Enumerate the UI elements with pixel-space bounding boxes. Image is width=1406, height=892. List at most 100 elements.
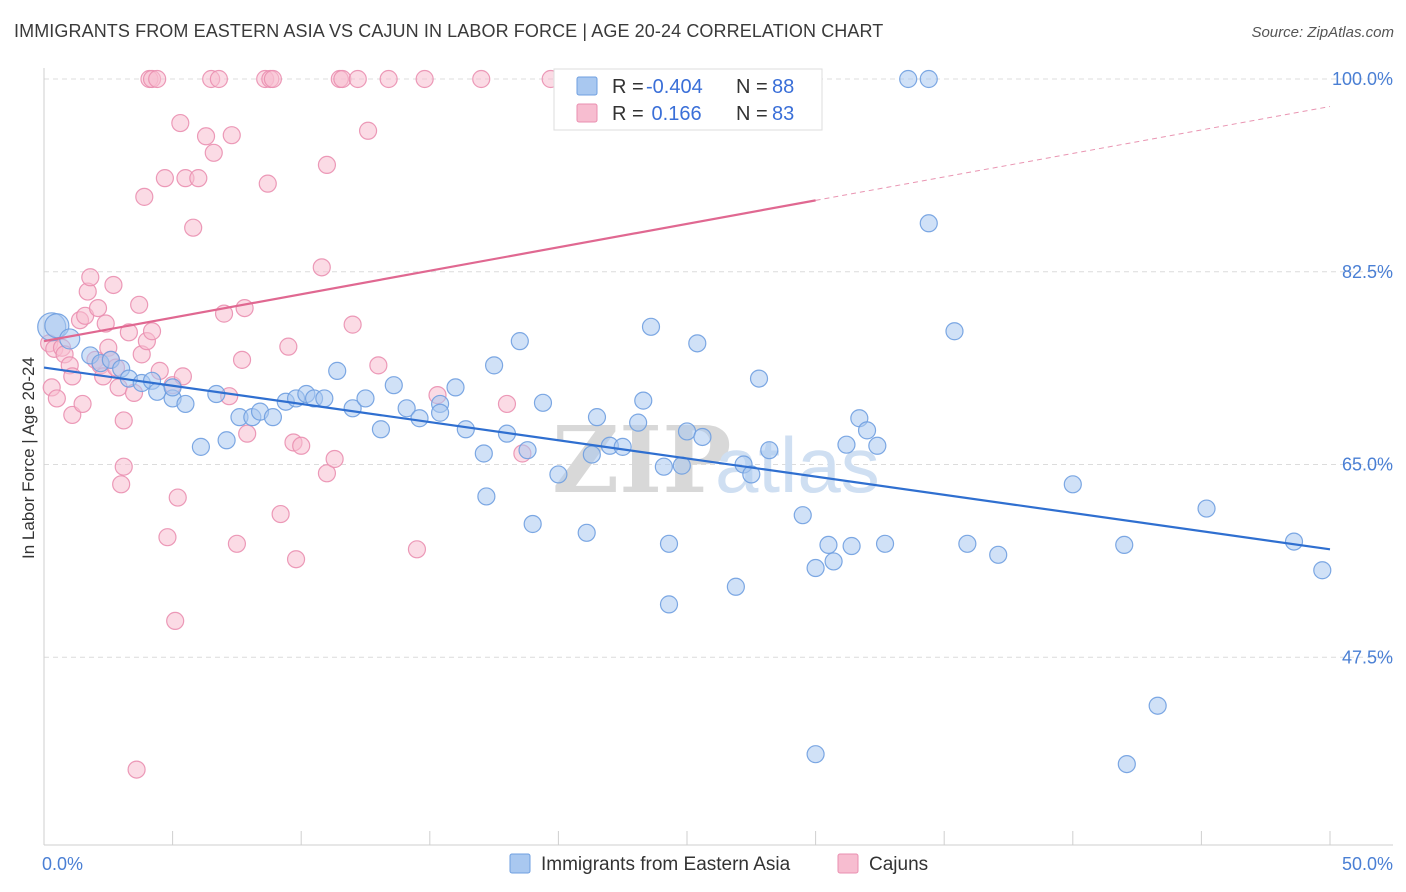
cajun-point-42 [166,611,185,631]
eastern-asia-point-52 [634,391,653,410]
eastern-asia-point-25 [315,389,334,408]
eastern-asia-point-37 [474,444,493,463]
trend-lines [43,106,1331,551]
eastern-asia-point-28 [356,389,375,408]
bottom-legend-swatch-cajuns [837,853,859,874]
cajun-point-15 [88,298,108,318]
stats-legend: R = -0.404 N = 88 R = 0.166 N = 83 [553,68,823,131]
chart-title: IMMIGRANTS FROM EASTERN ASIA VS CAJUN IN… [14,21,884,41]
eastern-asia-point-45 [549,465,568,484]
cajun-point-80 [407,540,427,559]
eastern-asia-point-38 [477,487,496,506]
legend-n-value-2: 83 [772,103,794,125]
eastern-asia-point-83 [1063,475,1082,494]
cajun-point-24 [112,475,131,494]
cajun-trend-dashed [815,106,1331,201]
eastern-asia-point-59 [688,334,707,353]
cajun-point-68 [292,436,311,455]
cajun-point-51 [204,143,223,162]
legend-n-label-2: N = [736,103,768,125]
eastern-asia-point-54 [654,457,673,476]
x-tick-label-max: 50.0% [1342,854,1393,874]
eastern-asia-point-81 [958,534,977,553]
legend-r-label-2: R = [612,103,644,125]
eastern-asia-point-79 [875,534,895,553]
legend-swatch-eastern-asia [576,76,598,96]
cajun-point-25 [114,457,133,476]
legend-r-value-2: 0.166 [646,103,702,125]
cajun-point-47 [184,218,203,237]
eastern-asia-point-47 [582,445,601,464]
eastern-asia-point-72 [842,536,861,556]
legend-r-label-1: R = [612,76,644,98]
legend-n-label-1: N = [736,76,768,98]
cajun-point-27 [119,323,138,342]
cajun-point-82 [472,69,491,89]
cajun-trend-solid [43,199,816,343]
eastern-asia-point-76 [899,69,918,89]
y-axis-title: In Labor Force | Age 20-24 [19,357,38,559]
cajun-point-36 [142,322,162,341]
cajun-point-61 [258,174,277,193]
eastern-asia-point-56 [659,595,679,614]
eastern-asia-point-43 [523,514,542,534]
cajun-point-13 [81,268,100,287]
y-tick-label-3: 47.5% [1342,647,1393,667]
eastern-asia-point-82 [989,545,1008,564]
cajun-point-84 [497,394,517,414]
eastern-asia-point-44 [533,393,553,412]
eastern-asia-point-13 [176,394,195,414]
series-legend: Immigrants from Eastern Asia Cajuns [509,853,928,875]
cajun-point-48 [189,169,208,188]
eastern-asia-point-60 [693,427,712,447]
cajun-point-55 [222,126,241,145]
cajun-point-58 [235,298,254,318]
cajun-point-65 [279,337,298,356]
eastern-asia-point-29 [371,420,391,439]
cajun-point-40 [158,528,177,547]
cajun-point-10 [73,394,92,414]
eastern-asia-points [37,69,1332,774]
eastern-asia-point-75 [868,436,887,455]
bottom-legend-label-eastern-asia: Immigrants from Eastern Asia [541,854,791,875]
eastern-asia-point-48 [587,408,607,427]
eastern-asia-point-2 [59,328,81,350]
grid-lines [44,78,1393,658]
cajun-point-64 [271,504,290,524]
y-tick-labels: 100.0% 82.5% 65.0% 47.5% [1332,69,1393,667]
eastern-asia-point-34 [430,403,450,422]
cajun-point-74 [333,69,352,89]
cajun-point-71 [317,464,337,483]
bottom-legend-label-cajuns: Cajuns [869,854,928,875]
x-tick-labels: 0.0% 50.0% [42,854,1393,874]
cajun-point-56 [227,534,246,553]
cajun-point-59 [238,424,257,443]
eastern-asia-point-31 [397,399,416,418]
eastern-asia-point-70 [824,552,843,571]
eastern-asia-point-15 [207,384,226,404]
cajun-point-63 [263,69,283,89]
eastern-asia-point-61 [726,577,745,596]
cajun-point-75 [343,315,362,334]
cajun-point-3 [47,389,66,408]
eastern-asia-point-68 [806,745,825,764]
eastern-asia-point-50 [613,437,632,456]
eastern-asia-point-20 [263,408,283,427]
eastern-asia-point-26 [328,361,347,380]
eastern-asia-point-30 [384,376,403,395]
cajun-point-78 [369,356,388,375]
eastern-asia-point-65 [760,441,779,460]
eastern-asia-point-55 [659,534,679,553]
eastern-asia-point-51 [629,413,648,432]
eastern-asia-point-86 [1148,696,1167,715]
eastern-asia-trend-line [43,366,1331,551]
eastern-asia-point-14 [191,437,210,456]
eastern-asia-point-36 [456,420,475,439]
axes [43,68,1393,846]
y-tick-label-0: 100.0% [1332,69,1393,89]
cajun-point-81 [415,69,434,89]
eastern-asia-point-66 [793,506,812,525]
cajun-point-52 [209,69,228,89]
eastern-asia-point-74 [857,421,877,440]
